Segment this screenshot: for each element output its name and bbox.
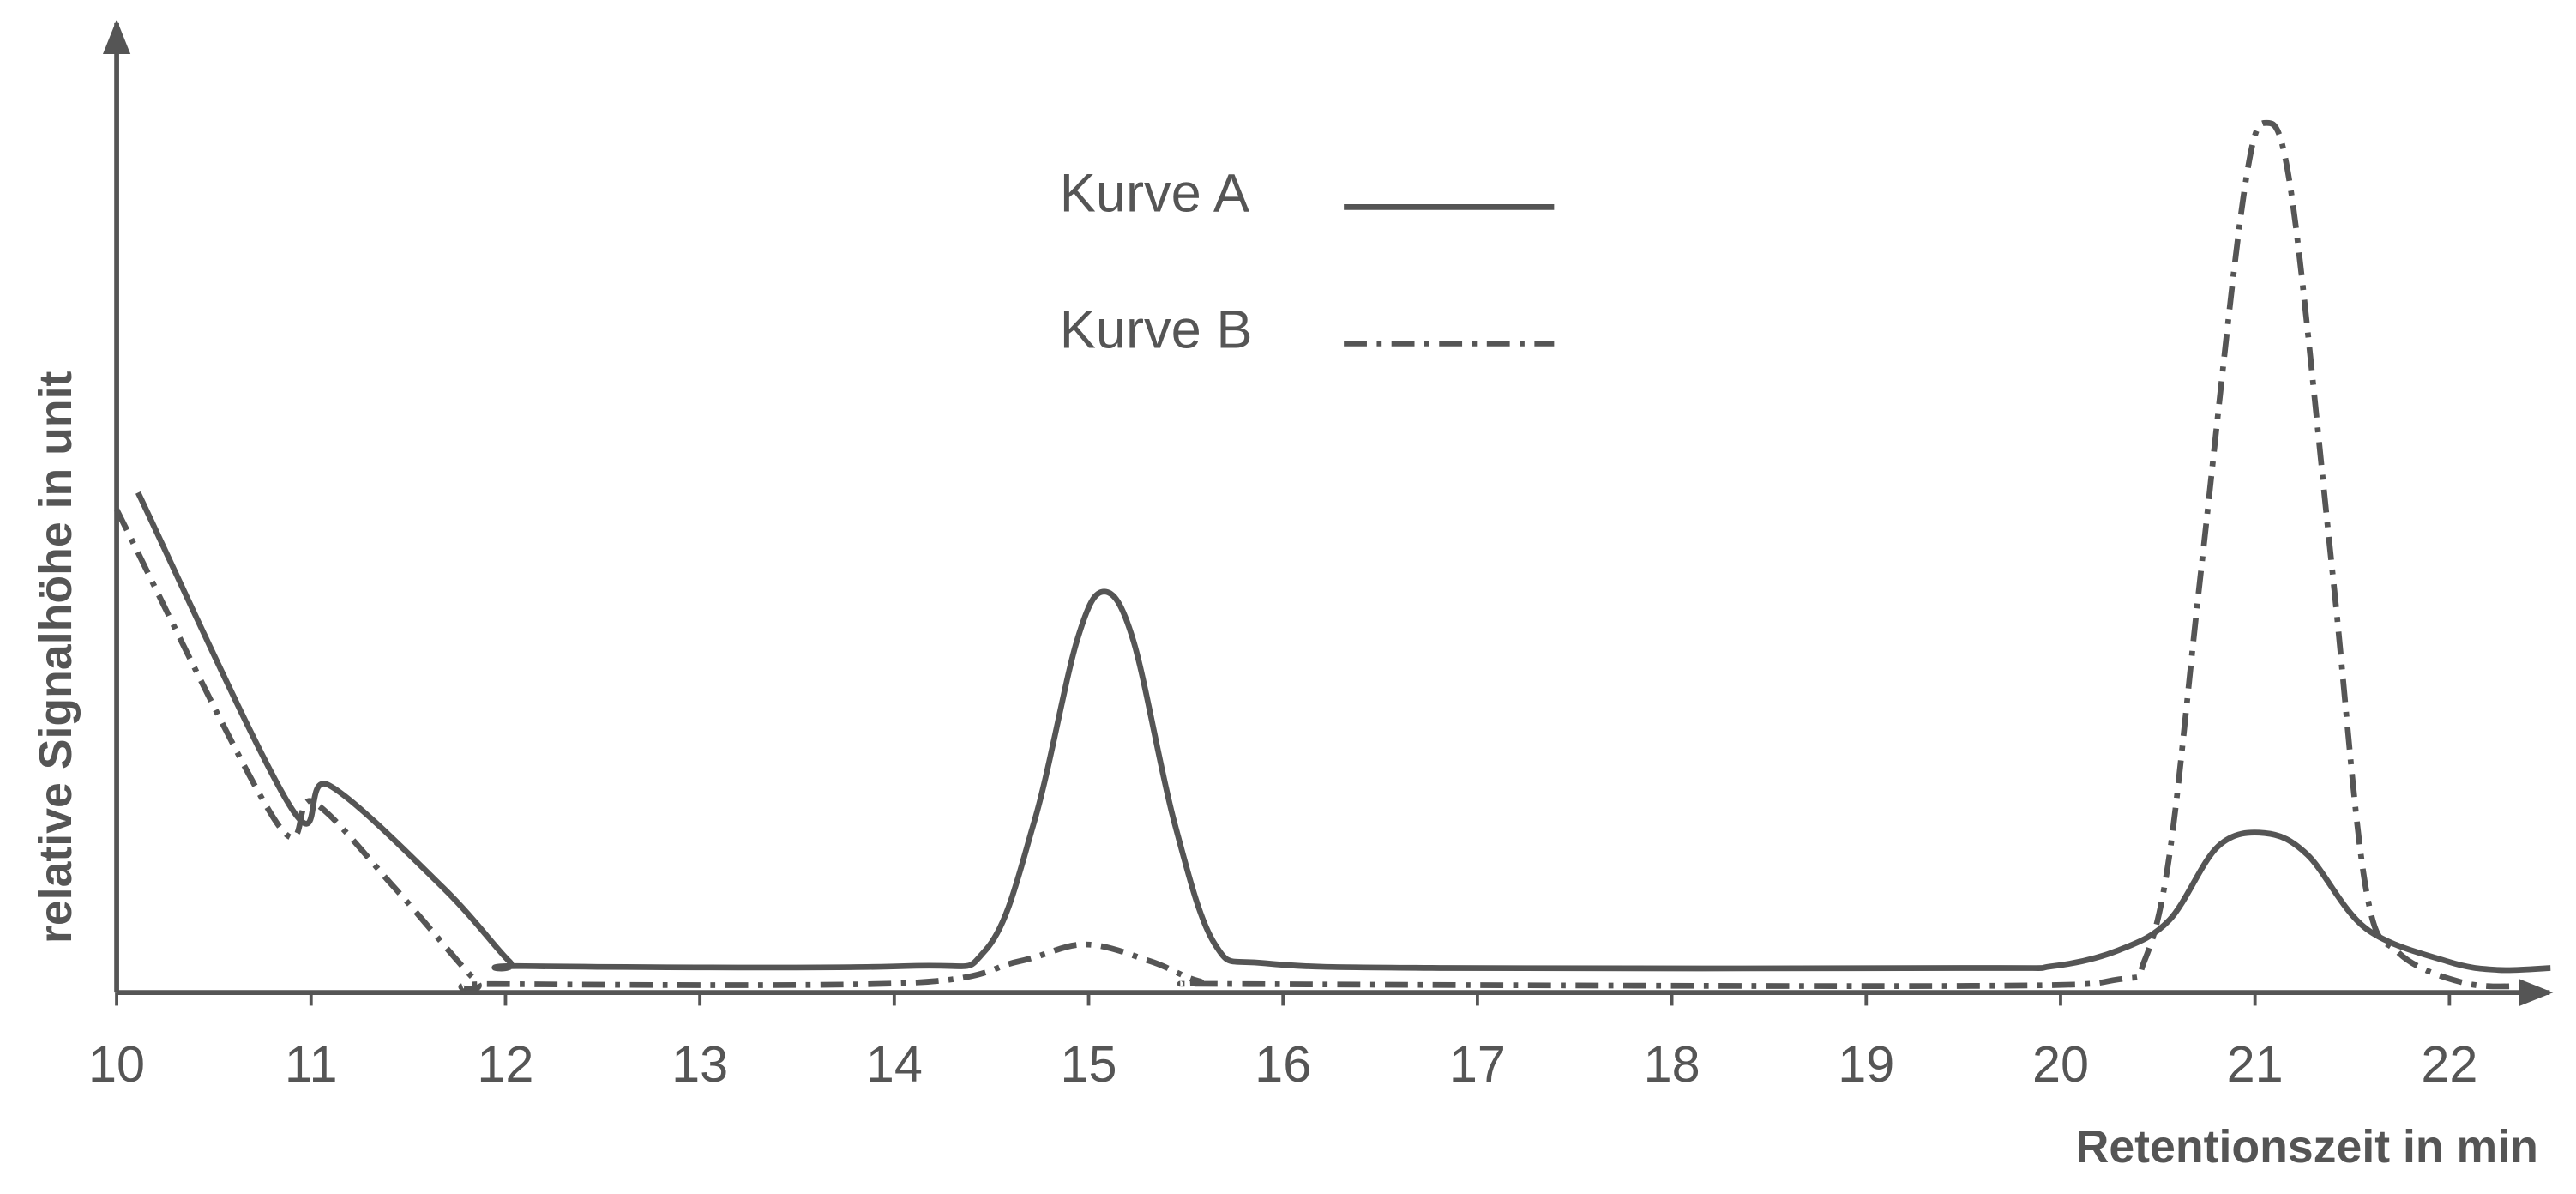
x-tick-label: 11 — [285, 1035, 338, 1093]
x-tick-label: 13 — [671, 1035, 728, 1093]
x-tick-label: 16 — [1255, 1035, 1311, 1093]
x-tick-label: 14 — [866, 1035, 923, 1093]
x-tick-label: 18 — [1644, 1035, 1700, 1093]
legend-label: Kurve B — [1060, 300, 1253, 360]
legend-label: Kurve A — [1060, 164, 1250, 224]
x-tick-label: 22 — [2421, 1035, 2477, 1093]
x-tick-label: 21 — [2227, 1035, 2284, 1093]
data-line — [114, 119, 2530, 992]
x-axis-label: Retentionszeit in min — [2076, 1121, 2538, 1173]
data-line — [135, 491, 2551, 974]
y-axis-label: relative Signalhöhe in unit — [30, 371, 81, 944]
x-tick-label: 17 — [1449, 1035, 1506, 1093]
x-tick-label: 19 — [1838, 1035, 1894, 1093]
x-tick-label: 20 — [2032, 1035, 2089, 1093]
x-tick-label: 10 — [88, 1035, 145, 1093]
x-tick-label: 12 — [477, 1035, 533, 1093]
x-tick-label: 15 — [1061, 1035, 1117, 1093]
